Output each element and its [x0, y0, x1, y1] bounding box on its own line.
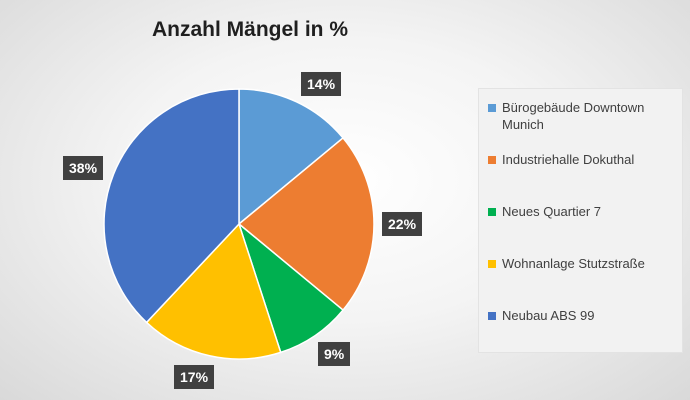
pie-slice-1	[238, 88, 345, 226]
data-label-3: 9%	[318, 342, 351, 366]
data-label-1: 14%	[301, 72, 342, 96]
legend-label: Neubau ABS 99	[502, 308, 595, 323]
pie-slice-5	[103, 88, 240, 324]
legend-swatch	[488, 312, 496, 320]
data-label-5: 38%	[63, 156, 104, 180]
legend-label: Wohnanlage Stutzstraße	[502, 256, 645, 271]
legend-item-1: Bürogebäude Downtown Munich	[488, 99, 676, 151]
legend-label: Neues Quartier 7	[502, 204, 601, 219]
legend-item-3: Neues Quartier 7	[488, 203, 676, 255]
legend-item-5: Neubau ABS 99	[488, 307, 676, 359]
legend-swatch	[488, 156, 496, 164]
legend-label: Industriehalle Dokuthal	[502, 152, 635, 167]
legend-item-4: Wohnanlage Stutzstraße	[488, 255, 676, 307]
legend-label: Bürogebäude Downtown Munich	[502, 100, 645, 132]
data-label-2: 22%	[382, 212, 423, 236]
chart-title: Anzahl Mängel in %	[151, 18, 348, 41]
legend: Bürogebäude Downtown Munich Industriehall…	[478, 88, 683, 353]
data-label-4: 17%	[174, 365, 215, 389]
legend-swatch	[488, 208, 496, 216]
legend-swatch	[488, 104, 496, 112]
legend-swatch	[488, 260, 496, 268]
pie-slice-4	[145, 222, 282, 360]
legend-item-2: Industriehalle Dokuthal	[488, 151, 676, 203]
pie-slice-2	[237, 136, 375, 312]
